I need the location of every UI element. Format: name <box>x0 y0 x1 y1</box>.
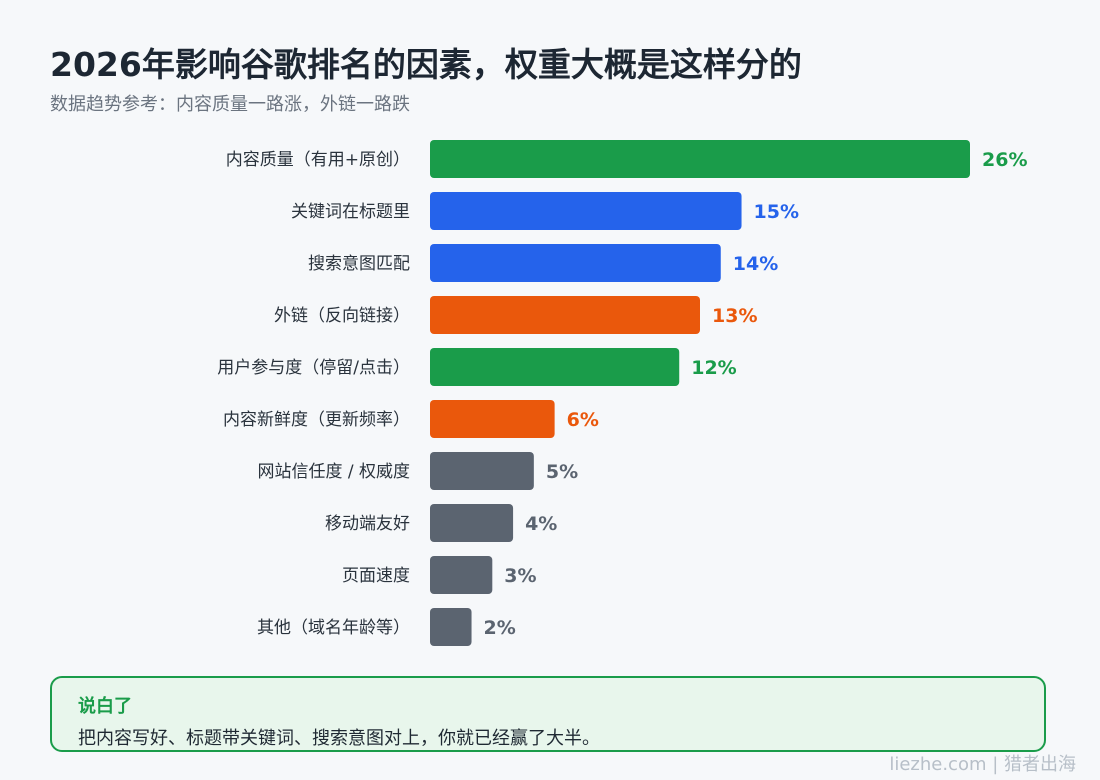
category-label: 其他（域名年龄等） <box>257 618 410 638</box>
value-label: 15% <box>754 201 799 223</box>
chart-subtitle: 数据趋势参考：内容质量一路涨，外链一路跌 <box>50 94 410 115</box>
category-label: 关键词在标题里 <box>291 202 410 222</box>
category-label: 网站信任度 / 权威度 <box>257 462 410 482</box>
bar <box>430 504 514 542</box>
bar-chart: 内容质量（有用+原创） 26% 关键词在标题里 15% 搜索意图匹配 14% 外链（反向链接… <box>217 140 1027 646</box>
value-label: 14% <box>733 253 778 275</box>
category-label: 搜索意图匹配 <box>308 254 410 274</box>
bar <box>430 296 700 334</box>
bar <box>430 556 493 594</box>
value-label: 4% <box>525 513 557 535</box>
bar <box>430 192 742 230</box>
bar <box>430 348 680 386</box>
bar <box>430 400 555 438</box>
value-label: 5% <box>546 461 578 483</box>
summary-text: 把内容写好、标题带关键词、搜索意图对上，你就已经赢了大半。 <box>78 728 600 749</box>
value-label: 2% <box>484 617 516 639</box>
category-label: 用户参与度（停留/点击） <box>217 358 410 378</box>
value-label: 26% <box>982 149 1027 171</box>
category-label: 外链（反向链接） <box>274 306 410 326</box>
value-label: 13% <box>712 305 757 327</box>
footer-credit: liezhe.com | 猎者出海 <box>889 754 1076 775</box>
bar <box>430 452 534 490</box>
bar <box>430 608 472 646</box>
value-label: 3% <box>504 565 536 587</box>
summary-box: 说白了 把内容写好、标题带关键词、搜索意图对上，你就已经赢了大半。 <box>50 676 1046 752</box>
bar <box>430 244 721 282</box>
category-label: 移动端友好 <box>325 514 410 534</box>
value-label: 12% <box>691 357 736 379</box>
category-label: 内容新鲜度（更新频率） <box>223 410 410 430</box>
value-label: 6% <box>567 409 599 431</box>
category-label: 页面速度 <box>342 566 410 586</box>
bar <box>430 140 970 178</box>
summary-title: 说白了 <box>78 696 132 717</box>
chart-title: 2026年影响谷歌排名的因素，权重大概是这样分的 <box>50 45 802 84</box>
category-label: 内容质量（有用+原创） <box>226 150 410 170</box>
